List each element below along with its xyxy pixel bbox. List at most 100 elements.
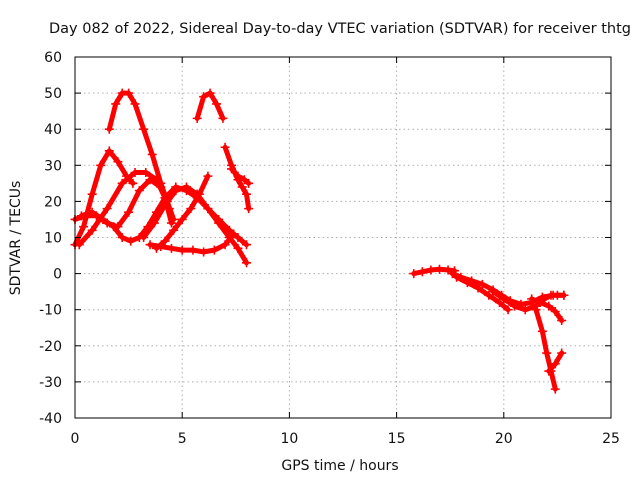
x-axis-label: GPS time / hours [281,458,398,474]
data-point-arc-1 [113,157,123,167]
data-point-arc-5 [117,233,127,242]
data-point-arc-12 [434,264,444,274]
data-point-arc-5 [109,222,119,232]
series-line-arc-3 [72,177,172,230]
data-point-arc-1 [87,189,97,199]
data-point-arc-16 [544,301,554,311]
series-line-arc-1 [72,148,136,248]
x-tick-label: 0 [71,431,80,447]
data-point-arc-16 [550,307,560,317]
data-point-arc-8 [151,243,161,253]
y-tick-label: -40 [39,411,62,427]
data-point-arc-2 [124,88,134,98]
data-point-arc-8 [160,236,170,246]
data-point-arc-6 [177,245,187,255]
x-tick-label: 20 [495,431,513,447]
data-point-arc-6 [199,247,209,257]
data-point-arc-1 [79,222,89,232]
data-point-arc-5 [242,240,252,250]
data-point-arc-5 [98,214,108,224]
data-point-arc-14 [452,272,462,282]
grid-lines [75,57,611,418]
y-tick-label: 50 [44,86,62,102]
data-point-arc-16 [557,316,567,326]
y-tick-label: 30 [44,158,62,174]
data-point-arc-18 [550,359,560,369]
data-point-arc-10 [242,189,252,199]
data-point-arc-17 [531,305,541,315]
data-point-arc-1 [104,146,114,156]
data-point-arc-5 [87,207,97,217]
data-point-arc-15 [499,294,509,304]
y-tick-label: 40 [44,122,62,138]
data-point-arc-3 [124,207,134,217]
x-tick-label: 5 [178,431,187,447]
data-point-arc-5 [76,211,86,221]
data-point-arc-6 [166,243,176,253]
data-point-arc-2 [104,124,114,134]
data-point-arc-4 [130,168,140,178]
data-series [70,88,569,394]
data-point-arc-2 [147,149,157,159]
data-point-arc-9 [199,92,209,102]
data-point-arc-17 [550,384,560,394]
data-point-arc-1 [96,160,106,170]
data-point-arc-7 [139,233,149,242]
data-point-arc-15 [520,305,530,315]
data-point-arc-4 [151,175,161,185]
data-point-arc-4 [102,204,112,214]
data-point-arc-9 [218,113,228,123]
data-point-arc-1 [128,178,138,188]
data-point-arc-14 [503,305,513,315]
data-point-arc-8 [203,171,213,181]
y-tick-label: -10 [39,303,62,319]
data-point-arc-15 [510,301,520,311]
data-point-arc-17 [542,348,552,358]
y-tick-label: -30 [39,375,62,391]
chart-title: Day 082 of 2022, Sidereal Day-to-day VTE… [49,21,631,37]
y-tick-label: -20 [39,339,62,355]
data-point-arc-4 [166,218,176,228]
series-line-arc-17 [533,307,558,392]
data-point-arc-18 [557,348,567,358]
data-point-arc-15 [488,287,498,297]
data-point-arc-3 [134,186,144,196]
data-point-arc-14 [462,278,472,288]
data-point-arc-6 [145,240,155,250]
x-tick-label: 10 [280,431,298,447]
data-point-arc-7 [214,218,224,228]
data-point-arc-9 [192,113,202,123]
data-point-arc-11 [233,171,243,181]
data-point-arc-11 [244,178,254,188]
data-point-arc-9 [212,99,222,109]
data-point-arc-8 [177,214,187,224]
data-point-arc-2 [130,99,140,109]
x-tick-label: 25 [602,431,620,447]
data-point-arc-4 [141,168,151,178]
data-point-arc-6 [209,245,219,255]
data-point-arc-2 [111,99,121,109]
x-tick-labels: 0 5 10 15 20 25 [71,431,620,447]
series-line-arc-11 [229,166,252,186]
y-tick-label: 60 [44,50,62,66]
data-point-arc-7 [203,204,213,214]
y-axis-label: SDTVAR / TECUs [8,181,24,296]
series-line-arc-14 [454,274,511,313]
data-point-arc-17 [537,326,547,336]
data-point-arc-8 [194,189,204,199]
data-point-arc-15 [559,290,569,300]
y-tick-label: 0 [53,267,62,283]
data-point-arc-5 [126,236,136,246]
y-tick-label: 10 [44,231,62,247]
data-point-arc-4 [87,225,97,235]
data-point-arc-8 [169,225,179,235]
data-point-arc-7 [224,233,234,242]
data-point-arc-16 [535,297,545,307]
data-point-arc-7 [181,182,191,192]
data-point-arc-12 [417,267,427,277]
x-tick-label: 15 [388,431,406,447]
data-point-arc-4 [117,178,127,188]
data-point-arc-18 [544,366,554,376]
data-point-arc-4 [74,240,84,250]
